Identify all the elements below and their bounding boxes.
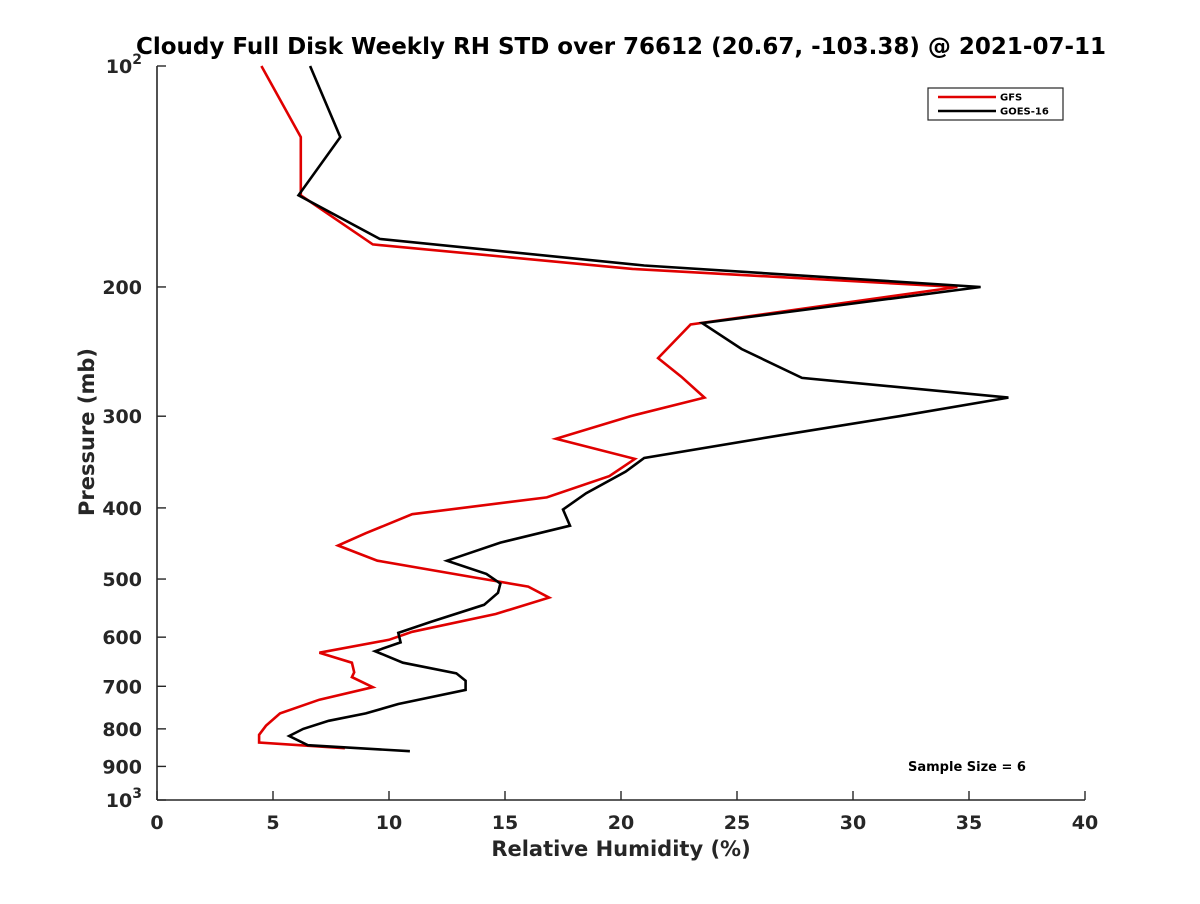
legend-box xyxy=(927,87,1064,121)
y-tick-label: 102 xyxy=(106,52,142,78)
x-tick-label: 5 xyxy=(266,812,279,834)
x-tick-label: 30 xyxy=(840,812,866,834)
legend-label-goes-16: GOES-16 xyxy=(1000,107,1049,118)
y-tick-label: 900 xyxy=(102,756,142,778)
x-tick-label: 0 xyxy=(150,812,163,834)
sample-size-annotation: Sample Size = 6 xyxy=(908,760,1026,775)
y-tick-label: 103 xyxy=(106,786,142,812)
x-tick-label: 40 xyxy=(1072,812,1098,834)
y-tick-label: 300 xyxy=(102,406,142,428)
x-tick-label: 15 xyxy=(492,812,518,834)
x-tick-label: 35 xyxy=(956,812,982,834)
x-tick-label: 10 xyxy=(376,812,402,834)
axis-layer: 0 5 10 15 20 25 30 35 40 102 200 300 400 500 600 700 800… xyxy=(102,52,1098,834)
legend-label-gfs: GFS xyxy=(1000,93,1022,104)
chart-title: Cloudy Full Disk Weekly RH STD over 7661… xyxy=(136,34,1106,60)
y-tick-label: 400 xyxy=(102,498,142,520)
y-tick-label: 800 xyxy=(102,719,142,741)
y-tick-label: 600 xyxy=(102,627,142,649)
series-line-goes-16 xyxy=(286,65,1009,753)
x-tick-label: 20 xyxy=(608,812,634,834)
series-layer xyxy=(257,65,1009,753)
x-tick-label: 25 xyxy=(724,812,750,834)
y-axis-label: Pressure (mb) xyxy=(75,348,99,516)
x-axis-label: Relative Humidity (%) xyxy=(491,837,750,861)
y-tick-label: 200 xyxy=(102,277,142,299)
y-tick-label: 700 xyxy=(102,676,142,698)
legend: GFS GOES-16 xyxy=(927,87,1064,121)
y-tick-label: 500 xyxy=(102,569,142,591)
